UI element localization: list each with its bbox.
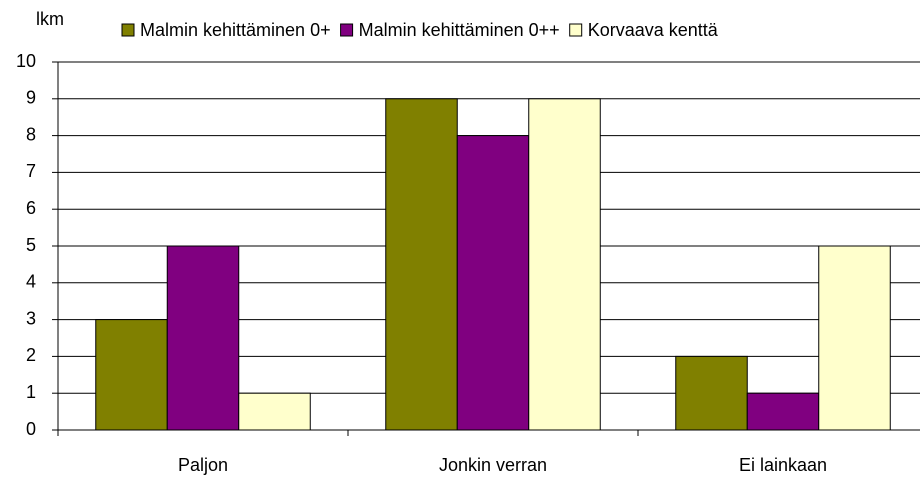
y-tick-label: 6 [26,198,36,218]
bar [238,392,311,431]
legend-label: Korvaava kenttä [588,20,719,40]
legend-label: Malmin kehittäminen 0+ [140,20,331,40]
bar [166,245,240,431]
y-tick-label: 2 [26,345,36,365]
legend-label: Malmin kehittäminen 0++ [359,20,560,40]
y-tick-label: 9 [26,88,36,108]
bar [818,245,891,431]
y-axis-label: lkm [36,9,64,29]
y-tick-label: 5 [26,235,36,255]
y-tick-label: 3 [26,308,36,328]
x-tick-label: Jonkin verran [439,455,547,475]
bar [95,319,168,431]
bar [675,355,748,431]
bar [528,98,601,431]
x-tick-label: Paljon [178,455,228,475]
y-tick-label: 8 [26,124,36,144]
legend-swatch [569,23,583,37]
x-tick-label: Ei lainkaan [739,455,827,475]
y-tick-label: 4 [26,272,36,292]
bar [456,135,530,431]
legend-swatch [121,23,135,37]
legend-swatch [340,23,354,37]
bar [385,98,458,431]
y-tick-label: 7 [26,161,36,181]
y-tick-label: 0 [26,419,36,439]
y-tick-label: 1 [26,382,36,402]
bar [746,392,820,431]
y-tick-label: 10 [16,51,36,71]
